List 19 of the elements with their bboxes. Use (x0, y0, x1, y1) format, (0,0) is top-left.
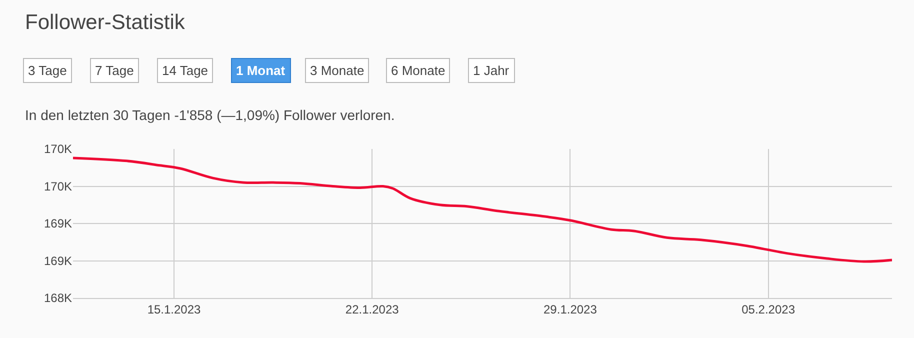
y-tick-label: 169K (44, 254, 72, 268)
text: 14 Tage (162, 63, 208, 78)
text: 1 Monat (236, 63, 286, 78)
chart-title: Follower-Statistik (25, 11, 186, 34)
x-tick-label: 05.2.2023 (742, 302, 796, 316)
y-tick-label: 169K (44, 216, 72, 231)
line-series (73, 156, 892, 263)
y-tick-label: 170K (44, 179, 72, 194)
text: 3 Monate (310, 63, 364, 78)
text: 7 Tage (95, 63, 134, 78)
x-tick-label: 22.1.2023 (345, 302, 400, 316)
text: 3 Tage (28, 63, 67, 78)
y-tick-label: 168K (44, 291, 72, 306)
chart-subtitle: In den letzten 30 Tagen -1'858 (—1,09%) Follower verloren. (25, 107, 395, 123)
text: 6 Monate (391, 63, 446, 78)
text: 1 Jahr (473, 63, 510, 78)
x-tick-label: 29.1.2023 (544, 302, 598, 316)
x-tick-label: 15.1.2023 (147, 302, 202, 316)
y-tick-label: 170K (44, 142, 72, 156)
